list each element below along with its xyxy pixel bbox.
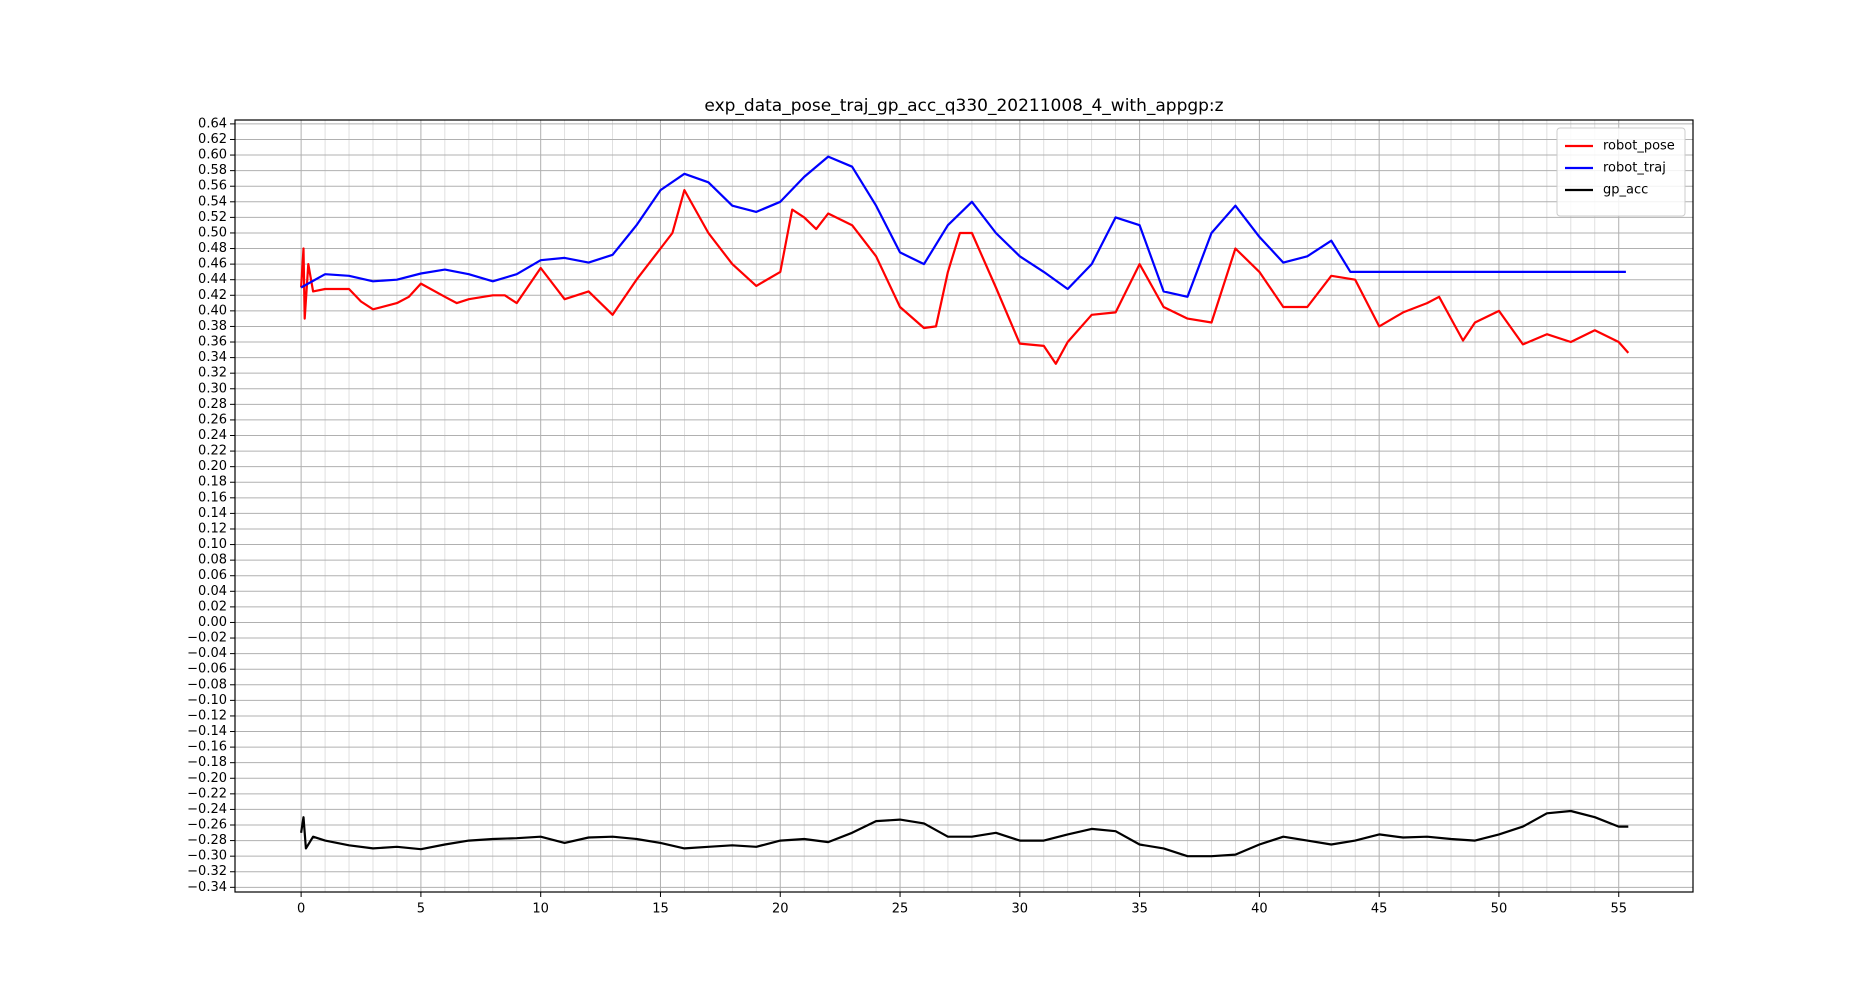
y-tick-label: −0.24 <box>187 802 227 817</box>
y-tick-label: 0.60 <box>198 148 227 163</box>
chart-title: exp_data_pose_traj_gp_acc_q330_20211008_… <box>704 96 1223 116</box>
y-tick-label: −0.12 <box>187 708 227 723</box>
y-tick-label: 0.12 <box>198 521 227 536</box>
series-line <box>300 809 1629 858</box>
y-tick-label: 0.06 <box>198 568 227 583</box>
y-tick-label: 0.62 <box>198 132 227 147</box>
y-tick-label: 0.24 <box>198 428 227 443</box>
y-tick-label: −0.06 <box>187 662 227 677</box>
y-tick-label: 0.58 <box>198 163 227 178</box>
x-tick-label: 25 <box>892 902 909 917</box>
y-tick-label: 0.10 <box>198 537 227 552</box>
y-tick-label: 0.52 <box>198 210 227 225</box>
y-tick-label: 0.32 <box>198 366 227 381</box>
x-tick-label: 5 <box>417 902 425 917</box>
y-tick-label: −0.04 <box>187 646 227 661</box>
x-tick-label: 10 <box>532 902 549 917</box>
y-tick-label: 0.26 <box>198 412 227 427</box>
series-line <box>300 189 1630 365</box>
y-tick-label: 0.28 <box>198 397 227 412</box>
y-tick-label: 0.22 <box>198 444 227 459</box>
x-tick-label: 50 <box>1491 902 1508 917</box>
y-tick-label: −0.16 <box>187 740 227 755</box>
y-tick-label: 0.50 <box>198 225 227 240</box>
y-tick-label: −0.28 <box>187 833 227 848</box>
y-tick-label: 0.42 <box>198 288 227 303</box>
y-tick-label: 0.04 <box>198 584 227 599</box>
y-tick-label: 0.44 <box>198 272 227 287</box>
x-tick-label: 20 <box>772 902 789 917</box>
legend-label: robot_traj <box>1603 161 1666 176</box>
legend-label: gp_acc <box>1603 183 1648 198</box>
y-tick-label: 0.64 <box>198 116 227 131</box>
y-tick-label: 0.34 <box>198 350 227 365</box>
y-tick-label: 0.48 <box>198 241 227 256</box>
y-tick-label: −0.32 <box>187 864 227 879</box>
y-tick-label: 0.02 <box>198 599 227 614</box>
legend-box <box>1556 127 1686 217</box>
y-tick-label: 0.54 <box>198 194 227 209</box>
y-tick-label: 0.18 <box>198 475 227 490</box>
y-tick-label: −0.30 <box>187 849 227 864</box>
y-tick-label: −0.10 <box>187 693 227 708</box>
legend-label: robot_pose <box>1603 139 1675 154</box>
y-tick-label: −0.02 <box>187 631 227 646</box>
y-tick-label: 0.40 <box>198 303 227 318</box>
x-tick-label: 45 <box>1371 902 1388 917</box>
x-tick-label: 0 <box>297 902 305 917</box>
y-tick-label: −0.34 <box>187 880 227 895</box>
series-line <box>300 155 1626 298</box>
y-tick-label: 0.16 <box>198 490 227 505</box>
x-tick-label: 55 <box>1610 902 1627 917</box>
y-tick-label: 0.00 <box>198 615 227 630</box>
y-tick-label: −0.22 <box>187 786 227 801</box>
y-tick-label: 0.38 <box>198 319 227 334</box>
y-tick-label: −0.14 <box>187 724 227 739</box>
plot-frame <box>234 119 1694 893</box>
y-tick-label: 0.20 <box>198 459 227 474</box>
y-tick-label: −0.08 <box>187 677 227 692</box>
y-tick-label: 0.14 <box>198 506 227 521</box>
x-tick-label: 40 <box>1251 902 1268 917</box>
y-tick-label: −0.20 <box>187 771 227 786</box>
x-tick-label: 35 <box>1131 902 1148 917</box>
y-tick-label: 0.56 <box>198 179 227 194</box>
x-tick-label: 15 <box>652 902 669 917</box>
y-tick-label: 0.30 <box>198 381 227 396</box>
y-tick-label: 0.08 <box>198 553 227 568</box>
y-tick-label: −0.26 <box>187 818 227 833</box>
y-tick-label: 0.36 <box>198 335 227 350</box>
y-tick-label: −0.18 <box>187 755 227 770</box>
x-tick-label: 30 <box>1012 902 1029 917</box>
y-tick-label: 0.46 <box>198 257 227 272</box>
